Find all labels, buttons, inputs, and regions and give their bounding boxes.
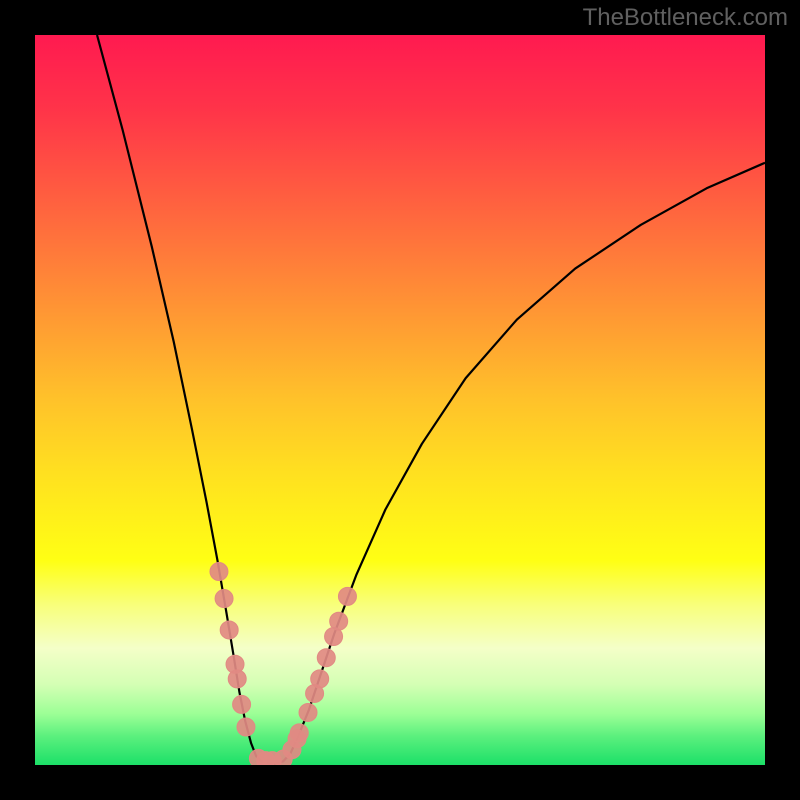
frame-bottom xyxy=(0,765,800,800)
chart-container: TheBottleneck.com xyxy=(0,0,800,800)
frame-left xyxy=(0,0,35,800)
sample-point xyxy=(233,695,251,713)
gradient-background xyxy=(35,35,765,765)
sample-point xyxy=(299,703,317,721)
sample-point xyxy=(228,670,246,688)
sample-point xyxy=(237,718,255,736)
sample-point xyxy=(330,612,348,630)
sample-point xyxy=(210,563,228,581)
sample-point xyxy=(220,621,238,639)
sample-point xyxy=(317,649,335,667)
frame-right xyxy=(765,0,800,800)
sample-point xyxy=(290,724,308,742)
sample-point xyxy=(311,670,329,688)
watermark-text: TheBottleneck.com xyxy=(583,4,788,32)
bottleneck-chart xyxy=(0,0,800,800)
sample-point xyxy=(338,587,356,605)
sample-point xyxy=(215,590,233,608)
